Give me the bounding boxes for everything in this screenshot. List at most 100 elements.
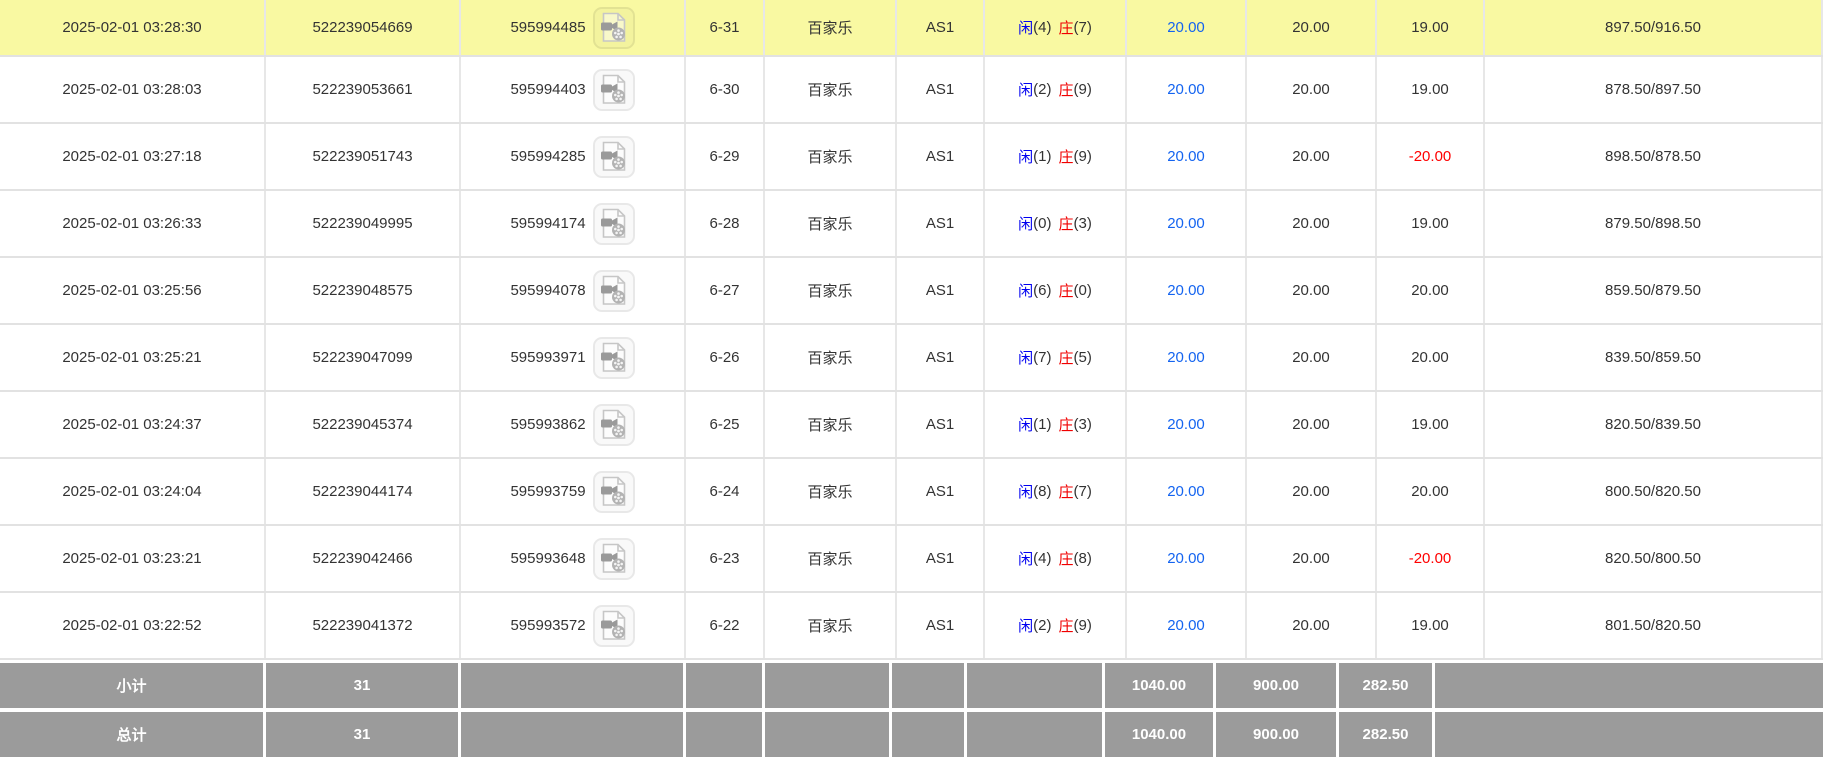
table-row: 2025-02-01 03:24:04 522239044174 5959937… <box>0 459 1823 526</box>
game-type-cell: 百家乐 <box>765 0 897 55</box>
video-icon <box>600 476 625 506</box>
player-result-label: 闲 <box>1018 484 1034 501</box>
player-result-count: (6) <box>1033 282 1052 299</box>
balance-cell: 878.50/897.50 <box>1485 57 1823 122</box>
bet-time-cell: 2025-02-01 03:27:18 <box>0 124 266 189</box>
banker-result-count: (7) <box>1073 483 1092 500</box>
banker-result-label: 庄 <box>1058 484 1074 501</box>
round-cell: 6-26 <box>686 325 765 390</box>
game-type-cell: 百家乐 <box>765 57 897 122</box>
player-result-count: (1) <box>1033 416 1052 433</box>
balance-cell: 839.50/859.50 <box>1485 325 1823 390</box>
video-replay-button[interactable] <box>592 336 635 379</box>
banker-result-label: 庄 <box>1058 82 1074 99</box>
video-replay-button[interactable] <box>592 202 635 245</box>
balance-cell: 897.50/916.50 <box>1485 0 1823 55</box>
game-number: 595994485 <box>510 19 586 36</box>
video-replay-button[interactable] <box>592 6 635 49</box>
table-row: 2025-02-01 03:28:30 522239054669 5959944… <box>0 0 1823 57</box>
balance-cell: 800.50/820.50 <box>1485 459 1823 524</box>
win-loss-cell: 20.00 <box>1377 325 1485 390</box>
valid-bet-cell: 20.00 <box>1247 258 1377 323</box>
game-number: 595994078 <box>510 282 586 299</box>
round-cell: 6-27 <box>686 258 765 323</box>
table-code-cell: AS1 <box>897 593 985 658</box>
game-type-cell: 百家乐 <box>765 258 897 323</box>
player-result-count: (8) <box>1033 483 1052 500</box>
player-result-label: 闲 <box>1018 283 1034 300</box>
bet-amount-cell: 20.00 <box>1127 325 1247 390</box>
video-replay-button[interactable] <box>592 68 635 111</box>
order-number-cell: 522239044174 <box>266 459 461 524</box>
subtotal-winloss-total: 282.50 <box>1339 663 1435 708</box>
table-row: 2025-02-01 03:26:33 522239049995 5959941… <box>0 191 1823 258</box>
banker-result-label: 庄 <box>1058 350 1074 367</box>
valid-bet-cell: 20.00 <box>1247 124 1377 189</box>
video-replay-button[interactable] <box>592 135 635 178</box>
video-replay-button[interactable] <box>592 604 635 647</box>
video-replay-button[interactable] <box>592 403 635 446</box>
banker-result-count: (8) <box>1073 550 1092 567</box>
order-number-cell: 522239051743 <box>266 124 461 189</box>
bet-amount-cell: 20.00 <box>1127 124 1247 189</box>
game-number-cell: 595993971 <box>461 325 686 390</box>
bet-amount-cell: 20.00 <box>1127 392 1247 457</box>
subtotal-valid-total: 900.00 <box>1216 663 1339 708</box>
total-empty-cell <box>686 712 765 757</box>
banker-result-label: 庄 <box>1058 618 1074 635</box>
bet-amount-cell: 20.00 <box>1127 459 1247 524</box>
bet-time-cell: 2025-02-01 03:28:03 <box>0 57 266 122</box>
player-result-label: 闲 <box>1018 20 1034 37</box>
subtotal-empty-cell <box>967 663 1105 708</box>
round-cell: 6-31 <box>686 0 765 55</box>
game-type-cell: 百家乐 <box>765 459 897 524</box>
player-result-label: 闲 <box>1018 350 1034 367</box>
subtotal-label: 小计 <box>0 663 266 708</box>
balance-cell: 820.50/839.50 <box>1485 392 1823 457</box>
bet-time-cell: 2025-02-01 03:25:56 <box>0 258 266 323</box>
game-number: 595993759 <box>510 483 586 500</box>
round-cell: 6-28 <box>686 191 765 256</box>
total-empty-cell <box>967 712 1105 757</box>
round-cell: 6-22 <box>686 593 765 658</box>
game-number: 595993862 <box>510 416 586 433</box>
player-result-label: 闲 <box>1018 618 1034 635</box>
game-number: 595993572 <box>510 617 586 634</box>
total-empty-cell <box>892 712 967 757</box>
banker-result-label: 庄 <box>1058 283 1074 300</box>
result-cell: 闲 (1) 庄 (9) <box>985 124 1127 189</box>
game-type-cell: 百家乐 <box>765 191 897 256</box>
table-row: 2025-02-01 03:24:37 522239045374 5959938… <box>0 392 1823 459</box>
video-icon <box>600 610 625 640</box>
result-cell: 闲 (0) 庄 (3) <box>985 191 1127 256</box>
game-number-cell: 595994285 <box>461 124 686 189</box>
win-loss-cell: -20.00 <box>1377 526 1485 591</box>
order-number-cell: 522239045374 <box>266 392 461 457</box>
table-row: 2025-02-01 03:25:56 522239048575 5959940… <box>0 258 1823 325</box>
banker-result-count: (0) <box>1073 282 1092 299</box>
win-loss-cell: 19.00 <box>1377 593 1485 658</box>
video-icon <box>600 409 625 439</box>
player-result-count: (0) <box>1033 215 1052 232</box>
valid-bet-cell: 20.00 <box>1247 57 1377 122</box>
result-cell: 闲 (2) 庄 (9) <box>985 593 1127 658</box>
game-number-cell: 595994403 <box>461 57 686 122</box>
banker-result-label: 庄 <box>1058 149 1074 166</box>
win-loss-cell: 19.00 <box>1377 191 1485 256</box>
total-valid-total: 900.00 <box>1216 712 1339 757</box>
video-replay-button[interactable] <box>592 537 635 580</box>
video-icon <box>600 275 625 305</box>
table-code-cell: AS1 <box>897 459 985 524</box>
total-empty-cell <box>1435 712 1823 757</box>
subtotal-empty-cell <box>686 663 765 708</box>
total-count: 31 <box>266 712 461 757</box>
game-number: 595994174 <box>510 215 586 232</box>
order-number-cell: 522239047099 <box>266 325 461 390</box>
game-number-cell: 595994078 <box>461 258 686 323</box>
video-replay-button[interactable] <box>592 470 635 513</box>
banker-result-count: (5) <box>1073 349 1092 366</box>
result-cell: 闲 (1) 庄 (3) <box>985 392 1127 457</box>
table-code-cell: AS1 <box>897 124 985 189</box>
video-replay-button[interactable] <box>592 269 635 312</box>
table-row: 2025-02-01 03:23:21 522239042466 5959936… <box>0 526 1823 593</box>
